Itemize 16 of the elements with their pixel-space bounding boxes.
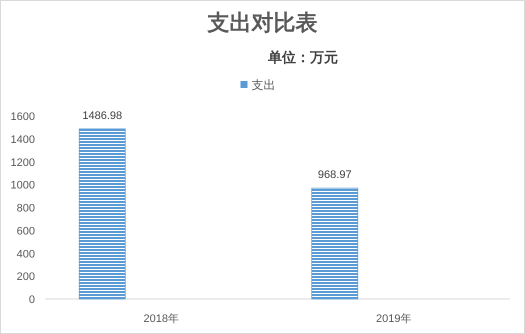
data-label: 1486.98 <box>82 110 122 122</box>
y-tick-label: 400 <box>16 248 35 260</box>
y-tick-label: 600 <box>16 225 35 238</box>
data-label: 968.97 <box>318 169 352 182</box>
chart-subtitle: 单位：万元 <box>267 49 338 65</box>
y-tick-label: 1000 <box>10 180 35 192</box>
y-tick-label: 800 <box>16 202 35 214</box>
x-tick-label: 2019年 <box>376 313 412 325</box>
legend: 支出 <box>240 78 276 92</box>
chart-title: 支出对比表 <box>206 10 318 35</box>
y-tick-label: 1600 <box>10 111 35 123</box>
x-tick-label: 2018年 <box>144 313 179 325</box>
y-tick-label: 200 <box>16 271 35 284</box>
y-tick-label: 0 <box>28 294 35 306</box>
y-tick-label: 1200 <box>10 156 35 169</box>
y-tick-label: 1400 <box>10 134 35 146</box>
